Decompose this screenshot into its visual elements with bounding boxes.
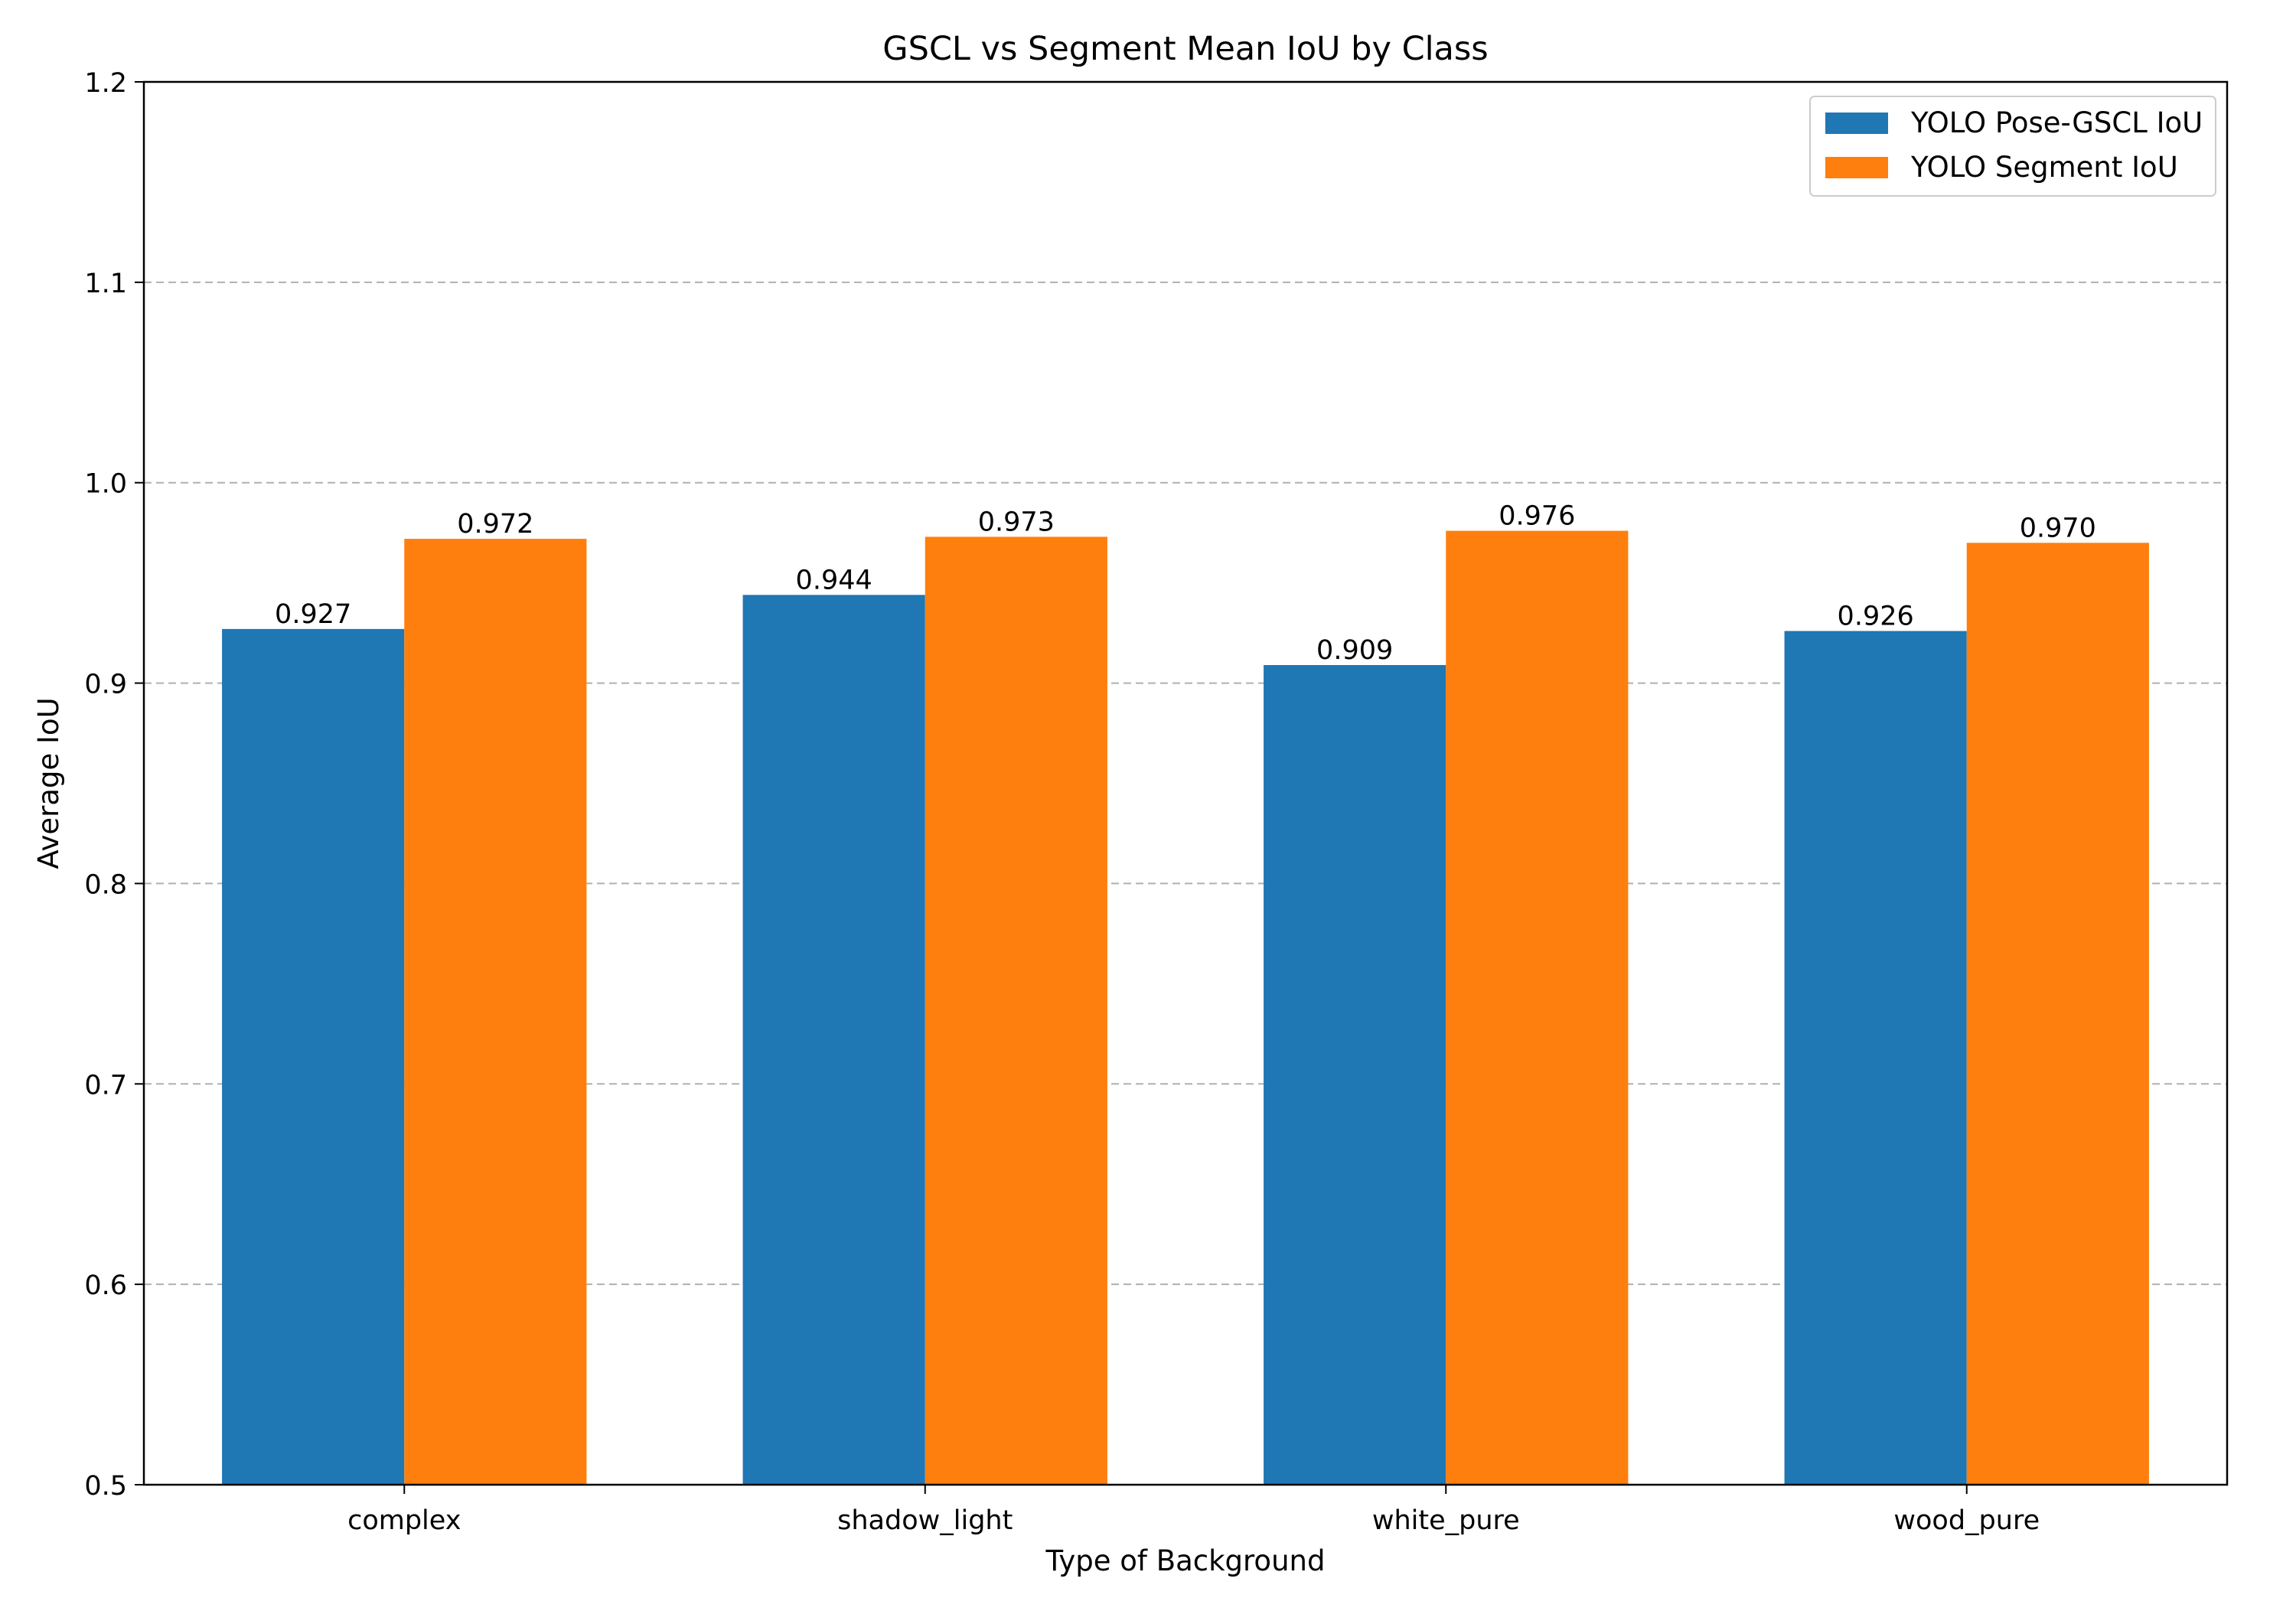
bar-value-label-pose-gscl-white_pure: 0.909 (1316, 635, 1393, 666)
legend-box (1809, 96, 2216, 197)
bar-pose-gscl-wood_pure (1784, 631, 1967, 1485)
bar-value-label-segment-complex: 0.972 (457, 509, 533, 540)
bar-segment-white_pure (1446, 530, 1629, 1485)
bar-pose-gscl-white_pure (1264, 665, 1446, 1485)
x-tick-label: shadow_light (837, 1505, 1013, 1536)
plot-frame (142, 80, 2229, 1486)
bar-value-label-segment-white_pure: 0.976 (1499, 501, 1575, 532)
x-axis-label: Type of Background (1045, 1544, 1326, 1577)
bar-value-label-pose-gscl-wood_pure: 0.926 (1838, 601, 1914, 631)
y-tick-label: 1.0 (84, 469, 127, 500)
bars (222, 530, 2149, 1485)
bar-segment-shadow_light (925, 536, 1107, 1485)
x-axis-ticks: complex shadow_light white_pure wood_pure (347, 1485, 2040, 1536)
x-tick-label: wood_pure (1893, 1505, 2040, 1536)
y-tick-label: 0.8 (84, 869, 127, 900)
legend-label-pose-gscl: YOLO Pose-GSCL IoU (1910, 106, 2203, 139)
x-tick-label: complex (347, 1505, 461, 1536)
legend: YOLO Pose-GSCL IoU YOLO Segment IoU (1809, 96, 2216, 197)
bar-value-label-pose-gscl-shadow_light: 0.944 (796, 565, 872, 595)
bar-segment-wood_pure (1966, 543, 2149, 1485)
bar-segment-complex (404, 539, 587, 1485)
legend-swatch-segment (1825, 157, 1888, 178)
bar-pose-gscl-shadow_light (742, 595, 925, 1485)
bar-pose-gscl-complex (222, 628, 405, 1485)
bar-value-label-segment-wood_pure: 0.970 (2020, 513, 2096, 543)
y-axis-ticks: 0.5 0.6 0.7 0.8 0.9 1.0 1.1 1.2 (84, 68, 144, 1502)
legend-swatch-pose-gscl (1825, 113, 1888, 134)
x-tick-label: white_pure (1372, 1505, 1520, 1536)
bar-value-label-segment-shadow_light: 0.973 (978, 507, 1055, 537)
y-tick-label: 0.9 (84, 670, 127, 700)
y-tick-label: 0.5 (84, 1471, 127, 1502)
y-axis-label: Average IoU (32, 697, 65, 869)
bar-value-label-pose-gscl-complex: 0.927 (275, 599, 351, 630)
y-tick-label: 0.7 (84, 1070, 127, 1101)
y-tick-label: 0.6 (84, 1270, 127, 1301)
bar-value-labels: 0.927 0.972 0.944 0.973 0.909 0.976 0.926 0.970 (275, 501, 2096, 666)
legend-label-segment: YOLO Segment IoU (1910, 151, 2178, 184)
y-tick-label: 1.1 (84, 269, 127, 299)
chart-title: GSCL vs Segment Mean IoU by Class (882, 30, 1488, 68)
y-tick-label: 1.2 (84, 68, 127, 99)
